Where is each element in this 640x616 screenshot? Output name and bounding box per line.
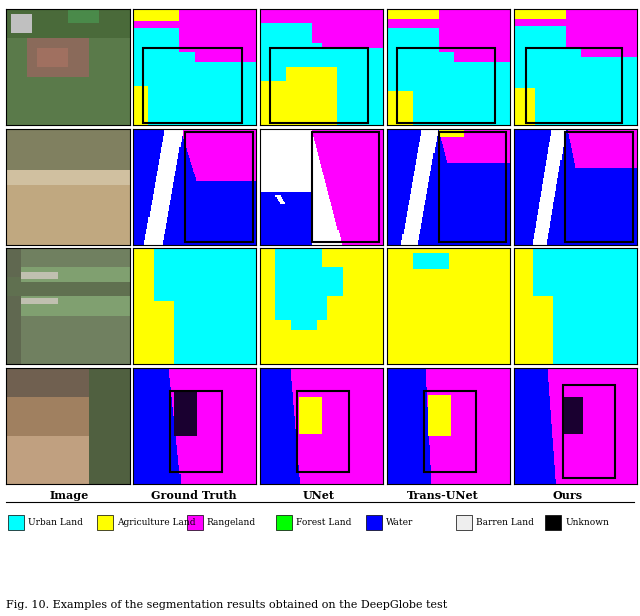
Text: Ours: Ours <box>553 490 583 501</box>
Bar <box>565 132 633 242</box>
Bar <box>438 132 506 242</box>
Text: Image: Image <box>49 490 88 501</box>
Text: Fig. 10. Examples of the segmentation results obtained on the DeepGlobe test: Fig. 10. Examples of the segmentation re… <box>6 600 447 610</box>
Text: Water: Water <box>386 518 413 527</box>
Bar <box>397 47 495 123</box>
Text: Unknown: Unknown <box>565 518 609 527</box>
Bar <box>143 47 241 123</box>
Text: Urban Land: Urban Land <box>28 518 83 527</box>
Text: UNet: UNet <box>302 490 334 501</box>
Text: Barren Land: Barren Land <box>476 518 533 527</box>
Text: Rangeland: Rangeland <box>207 518 256 527</box>
Text: Trans-UNet: Trans-UNet <box>407 490 479 501</box>
Bar <box>424 391 476 472</box>
Bar <box>563 385 614 478</box>
Bar <box>270 47 369 123</box>
Bar <box>312 132 380 242</box>
Bar <box>297 391 349 472</box>
Bar <box>526 47 622 123</box>
Text: Ground Truth: Ground Truth <box>151 490 236 501</box>
Bar <box>170 391 222 472</box>
Text: Forest Land: Forest Land <box>296 518 352 527</box>
Bar <box>185 132 253 242</box>
Text: Agriculture Land: Agriculture Land <box>117 518 196 527</box>
